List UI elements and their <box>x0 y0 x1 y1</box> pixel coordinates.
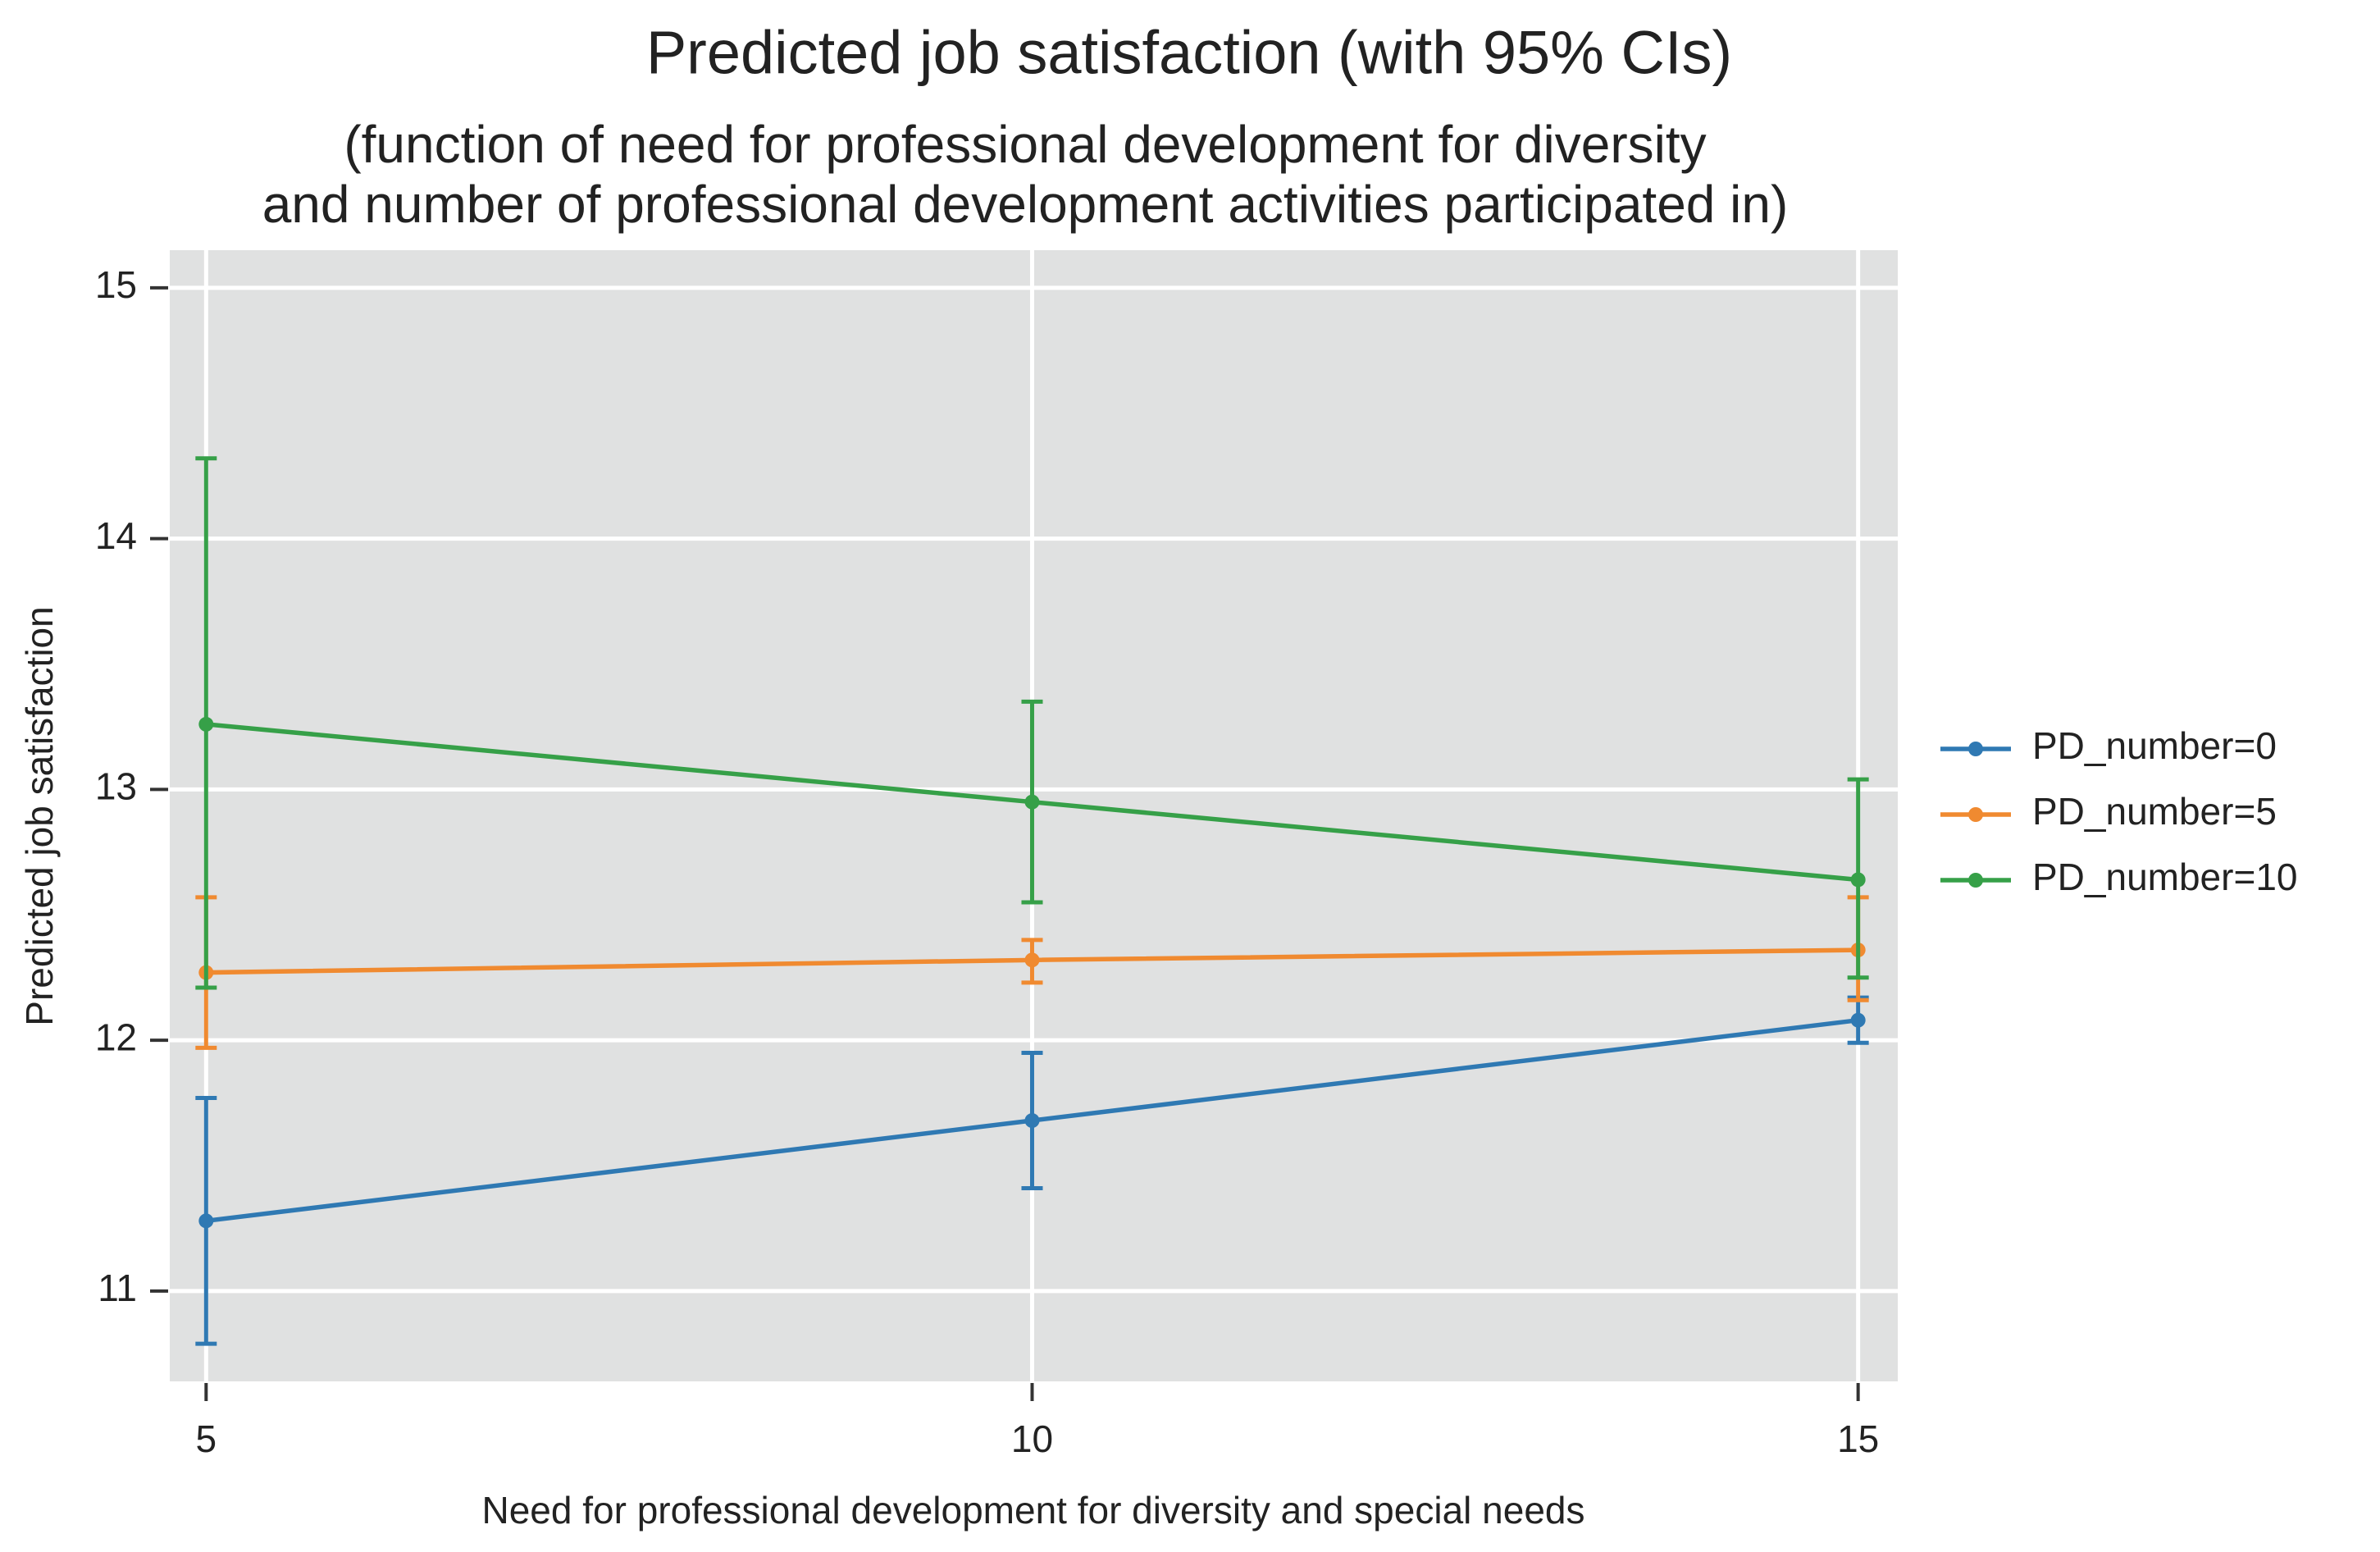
x-tick-label: 15 <box>1837 1417 1879 1460</box>
legend-marker <box>1968 742 1983 756</box>
data-point <box>198 716 214 732</box>
legend-label: PD_number=5 <box>2032 790 2277 833</box>
y-axis-label: Predicted job satisfaction <box>18 606 61 1025</box>
y-tick-label: 15 <box>95 263 137 306</box>
data-point <box>198 1213 214 1229</box>
x-axis-label: Need for professional development for di… <box>482 1489 1585 1531</box>
data-point <box>1850 872 1866 888</box>
legend-label: PD_number=10 <box>2032 856 2297 898</box>
data-point <box>1024 1113 1040 1129</box>
chart-subtitle: and number of professional development a… <box>262 175 1789 234</box>
legend-marker <box>1968 807 1983 822</box>
x-tick-label: 10 <box>1011 1417 1053 1460</box>
y-tick-label: 14 <box>95 514 137 557</box>
chart-title: Predicted job satisfaction (with 95% CIs… <box>646 19 1732 87</box>
y-tick-label: 13 <box>95 765 137 808</box>
data-point <box>1024 952 1040 968</box>
x-tick-label: 5 <box>196 1417 217 1460</box>
data-point <box>1024 794 1040 810</box>
chart-subtitle: (function of need for professional devel… <box>344 115 1706 174</box>
legend-label: PD_number=0 <box>2032 724 2277 767</box>
y-tick-label: 12 <box>95 1016 137 1058</box>
data-point <box>1850 1012 1866 1028</box>
legend-marker <box>1968 873 1983 888</box>
y-tick-label: 11 <box>98 1267 137 1309</box>
